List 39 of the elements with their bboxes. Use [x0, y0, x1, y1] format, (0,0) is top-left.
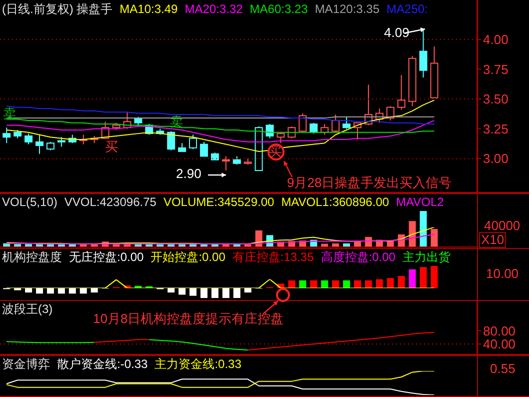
text: 无庄控盘:0.00 [69, 250, 144, 264]
text: MAVOL2 [396, 195, 444, 209]
text: VOLUME:345529.00 [163, 195, 274, 209]
text: 开始控盘:0.00 [150, 250, 226, 264]
text: MA60:3.23 [250, 2, 308, 16]
chart-subtitle: VVOL:423096.75 [64, 195, 156, 209]
text: MA10:3.49 [120, 2, 178, 16]
y-tick-label: 3.00 [483, 151, 508, 166]
text: 主力出货 [402, 250, 450, 264]
y-tick-label: 3.50 [483, 92, 508, 107]
annotation: 买 [105, 139, 118, 154]
chart-title: 机构控盘度 [2, 250, 62, 264]
chart-title: 资金博弈 [2, 357, 50, 371]
series-label: 有庄控盘:13.35 [232, 250, 314, 264]
series-label: 散户资金线:-0.33 [57, 357, 148, 371]
text: 40000 [484, 218, 520, 233]
annotation: 9月28日操盘手发出买入信号 [287, 175, 452, 190]
annotation: 10月8日机构控盘度提示有庄控盘 [93, 311, 284, 326]
y-tick-label: 3.25 [483, 121, 508, 136]
chart-title: 波段王(3) [2, 302, 53, 316]
text: MA250: [386, 2, 428, 16]
text: MA120:3.35 [314, 2, 380, 16]
y-tick-label: 3.75 [483, 62, 508, 77]
y-tick-label: 4.00 [483, 32, 508, 47]
chart-title: VOL(5,10) [2, 195, 58, 209]
y-tick-label: 40.00 [483, 336, 516, 352]
annotation: 2.90 [176, 166, 202, 181]
annotation: 4.09 [384, 25, 410, 40]
series-label: 主力资金线:0.33 [154, 357, 242, 371]
series-label: 高度控盘:0.00 [320, 250, 396, 264]
text: 10.00 [486, 266, 519, 281]
annotation: 卖 [170, 114, 183, 129]
text: MA20:3.32 [184, 2, 243, 16]
text: MAVOL1:360896.00 [281, 195, 390, 209]
y-tick-label: 80.00 [483, 323, 516, 338]
chart-title: (日线.前复权) 操盘手 [2, 2, 113, 16]
text: 0.55 [490, 361, 516, 376]
annotation: 卖 [3, 106, 16, 121]
text: X10 [479, 232, 506, 248]
